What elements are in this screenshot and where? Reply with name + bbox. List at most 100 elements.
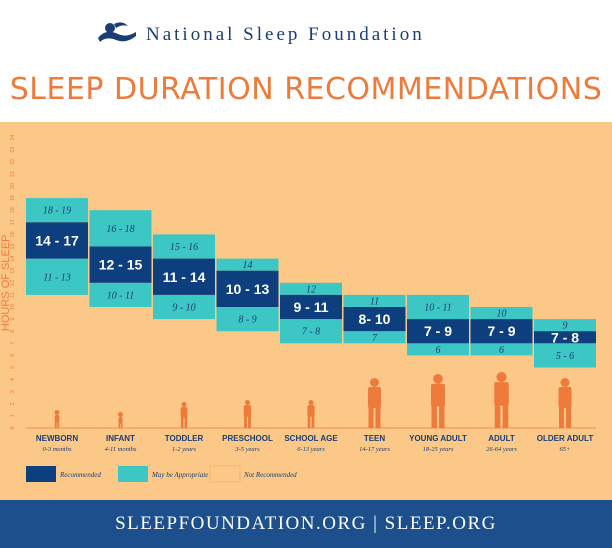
legend-label: May be Appropriate xyxy=(151,471,208,479)
bar-recommended xyxy=(280,294,342,320)
bar-upper-appropriate xyxy=(407,294,469,320)
age-group-silhouette-icon xyxy=(307,400,315,428)
y-tick-label: 17 xyxy=(10,219,16,225)
upper-appropriate-label: 10 - 11 xyxy=(424,303,452,314)
y-tick-label: 0 xyxy=(10,426,16,429)
category-label: YOUNG ADULT xyxy=(409,434,467,443)
bar-recommended xyxy=(216,270,279,307)
bar-upper-appropriate xyxy=(343,294,406,307)
category-age-range: 26-64 years xyxy=(486,446,517,453)
legend-swatch xyxy=(118,466,148,482)
y-tick-label: 4 xyxy=(10,378,16,381)
bar-upper-appropriate xyxy=(89,210,152,247)
bar-lower-appropriate xyxy=(534,343,596,368)
bar-lower-appropriate xyxy=(470,343,533,356)
legend-label: Not Recommended xyxy=(243,471,297,479)
lower-appropriate-label: 5 - 6 xyxy=(556,351,574,362)
recommended-label: 8- 10 xyxy=(359,311,391,327)
y-tick-label: 8 xyxy=(10,330,16,333)
upper-appropriate-label: 12 xyxy=(306,284,316,295)
age-group-silhouette-icon xyxy=(558,378,572,428)
y-tick-label: 19 xyxy=(10,195,16,201)
upper-appropriate-label: 14 xyxy=(243,260,253,271)
y-tick-label: 9 xyxy=(10,318,16,321)
bar-lower-appropriate xyxy=(216,307,279,332)
category-label: ADULT xyxy=(488,434,515,443)
lower-appropriate-label: 7 xyxy=(372,333,378,344)
upper-appropriate-label: 18 - 19 xyxy=(43,206,71,217)
bar-lower-appropriate xyxy=(343,331,406,344)
recommended-label: 7 - 8 xyxy=(551,329,579,345)
y-tick-label: 6 xyxy=(10,354,16,357)
bar-recommended xyxy=(26,222,88,259)
bar-recommended xyxy=(407,319,469,344)
recommended-label: 9 - 11 xyxy=(293,299,328,315)
header: National Sleep Foundation xyxy=(0,0,612,68)
y-tick-label: 16 xyxy=(10,231,16,237)
y-tick-label: 13 xyxy=(10,268,16,274)
organization-name: National Sleep Foundation xyxy=(146,24,425,45)
y-tick-label: 22 xyxy=(10,159,16,165)
upper-appropriate-label: 9 xyxy=(563,321,568,332)
age-group-silhouette-icon xyxy=(180,402,188,428)
bar-recommended xyxy=(534,331,596,344)
bar-recommended xyxy=(89,246,152,283)
legend-swatch xyxy=(26,466,56,482)
upper-appropriate-label: 11 xyxy=(370,296,379,307)
bar-recommended xyxy=(470,319,533,344)
recommended-label: 12 - 15 xyxy=(99,257,143,273)
sleep-chart: 0123456789101112131415161718192021222324… xyxy=(0,135,596,483)
age-group-silhouette-icon xyxy=(243,400,252,428)
category-age-range: 14-17 years xyxy=(359,446,390,453)
category-label: TEEN xyxy=(364,434,386,443)
y-tick-label: 20 xyxy=(10,183,16,189)
sleeping-person-logo-icon xyxy=(98,22,136,42)
category-label: PRESCHOOL xyxy=(222,434,273,443)
y-axis-title: HOURS OF SLEEP xyxy=(0,235,12,332)
lower-appropriate-label: 11 - 13 xyxy=(43,272,71,283)
y-tick-label: 7 xyxy=(10,342,16,345)
bar-lower-appropriate xyxy=(89,282,152,307)
age-group-silhouette-icon xyxy=(368,378,381,428)
y-tick-label: 1 xyxy=(10,414,16,417)
category-age-range: 0-3 months xyxy=(42,446,72,453)
bar-recommended xyxy=(343,307,406,332)
recommended-label: 11 - 14 xyxy=(163,269,206,285)
category-age-range: 6-13 years xyxy=(297,446,325,453)
category-label: OLDER ADULT xyxy=(537,434,594,443)
category-age-range: 1-2 years xyxy=(172,446,197,453)
bar-upper-appropriate xyxy=(26,198,88,223)
footer-links[interactable]: SLEEPFOUNDATION.ORG | SLEEP.ORG xyxy=(115,513,497,534)
upper-appropriate-label: 16 - 18 xyxy=(106,224,134,235)
category-label: TODDLER xyxy=(165,434,204,443)
category-label: SCHOOL AGE xyxy=(284,434,338,443)
lower-appropriate-label: 7 - 8 xyxy=(302,327,320,338)
y-tick-label: 10 xyxy=(10,304,16,310)
category-age-range: 65+ xyxy=(560,446,571,453)
lower-appropriate-label: 6 xyxy=(499,345,504,356)
bar-recommended xyxy=(153,258,215,295)
category-label: NEWBORN xyxy=(36,434,78,443)
recommended-label: 10 - 13 xyxy=(226,281,270,297)
y-tick-label: 2 xyxy=(10,402,16,405)
y-tick-label: 15 xyxy=(10,243,16,249)
bar-upper-appropriate xyxy=(216,258,279,271)
bar-lower-appropriate xyxy=(407,343,469,356)
bar-lower-appropriate xyxy=(26,258,88,295)
y-tick-label: 11 xyxy=(10,292,16,298)
category-age-range: 3-5 years xyxy=(234,446,260,453)
y-tick-label: 21 xyxy=(10,171,16,177)
lower-appropriate-label: 8 - 9 xyxy=(238,315,256,326)
y-tick-label: 18 xyxy=(10,207,16,213)
y-tick-label: 24 xyxy=(10,135,16,141)
bar-lower-appropriate xyxy=(153,294,215,320)
recommended-label: 7 - 9 xyxy=(424,323,452,339)
lower-appropriate-label: 10 - 11 xyxy=(107,290,135,301)
upper-appropriate-label: 15 - 16 xyxy=(170,242,198,253)
lower-appropriate-label: 9 - 10 xyxy=(172,303,195,314)
category-label: INFANT xyxy=(106,434,135,443)
bar-upper-appropriate xyxy=(534,319,596,332)
legend-label: Recommended xyxy=(59,471,101,479)
age-group-silhouette-icon xyxy=(54,410,60,428)
lower-appropriate-label: 6 xyxy=(436,345,441,356)
